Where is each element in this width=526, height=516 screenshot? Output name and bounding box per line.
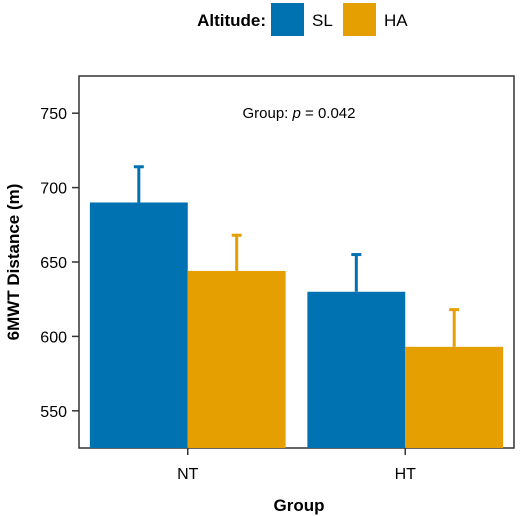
x-axis: NT HT: [177, 448, 416, 483]
legend: Altitude: SL HA: [197, 3, 408, 36]
bar-sl-nt: [89, 202, 188, 448]
x-tick-label: HT: [395, 466, 417, 483]
bar-ha-nt: [187, 270, 286, 448]
bar-sl-ht: [307, 291, 406, 448]
significance-annotation: Group: p = 0.042: [242, 105, 355, 122]
annotation-prefix: Group:: [242, 105, 292, 122]
y-tick-label: 650: [40, 255, 67, 272]
y-axis-title: 6MWT Distance (m): [4, 184, 23, 341]
error-bar-sl-nt: [133, 165, 144, 203]
y-tick-label: 750: [40, 106, 67, 123]
y-axis: 550 600 650 700 750: [40, 106, 79, 421]
annotation-p-symbol: p: [292, 105, 301, 122]
bar-ha-ht: [405, 346, 504, 448]
y-tick-label: 700: [40, 181, 67, 198]
y-tick-label: 550: [40, 404, 67, 421]
x-tick-label: NT: [177, 466, 199, 483]
error-bar-ha-nt: [231, 233, 242, 271]
legend-label-ha: HA: [384, 11, 408, 30]
error-bars: [133, 165, 460, 347]
x-axis-title: Group: [274, 496, 325, 515]
annotation-suffix: = 0.042: [301, 105, 356, 122]
legend-swatch-ha: [343, 3, 376, 36]
legend-label-sl: SL: [312, 11, 333, 30]
y-tick-label: 600: [40, 329, 67, 346]
error-bar-ha-ht: [449, 308, 460, 347]
error-bar-sl-ht: [351, 253, 362, 292]
legend-title: Altitude:: [197, 11, 266, 30]
legend-swatch-sl: [271, 3, 304, 36]
bars: [89, 202, 504, 448]
